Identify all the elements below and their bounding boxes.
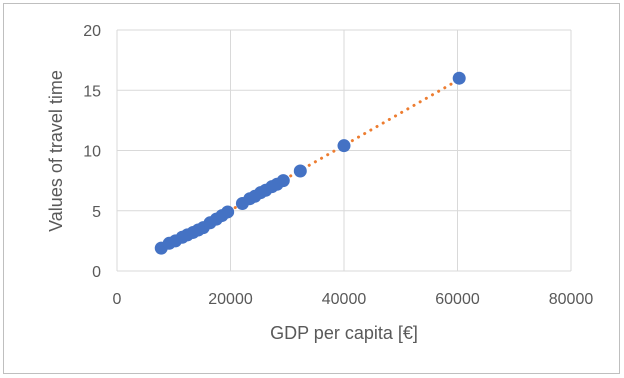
y-tick-labels: 0 5 10 15 20 xyxy=(83,23,101,281)
y-tick-label: 20 xyxy=(83,23,101,40)
data-point xyxy=(221,205,235,219)
data-point xyxy=(452,71,466,85)
chart-frame xyxy=(3,3,620,374)
data-points xyxy=(154,71,466,255)
x-tick-label: 0 xyxy=(113,291,122,308)
x-tick-labels: 0 20000 40000 60000 80000 xyxy=(113,291,594,308)
y-axis-title: Values of travel time xyxy=(46,70,66,232)
x-tick-label: 40000 xyxy=(322,291,367,308)
data-point xyxy=(293,164,307,178)
data-point xyxy=(337,139,351,153)
x-tick-label: 80000 xyxy=(549,291,594,308)
x-axis-title: GDP per capita [€] xyxy=(270,323,418,343)
y-tick-label: 0 xyxy=(92,264,101,281)
y-tick-label: 15 xyxy=(83,83,101,100)
x-tick-label: 20000 xyxy=(208,291,253,308)
data-point xyxy=(276,174,290,188)
y-tick-label: 10 xyxy=(83,144,101,161)
y-tick-label: 5 xyxy=(92,204,101,221)
gridlines xyxy=(116,29,572,272)
x-tick-label: 60000 xyxy=(435,291,480,308)
